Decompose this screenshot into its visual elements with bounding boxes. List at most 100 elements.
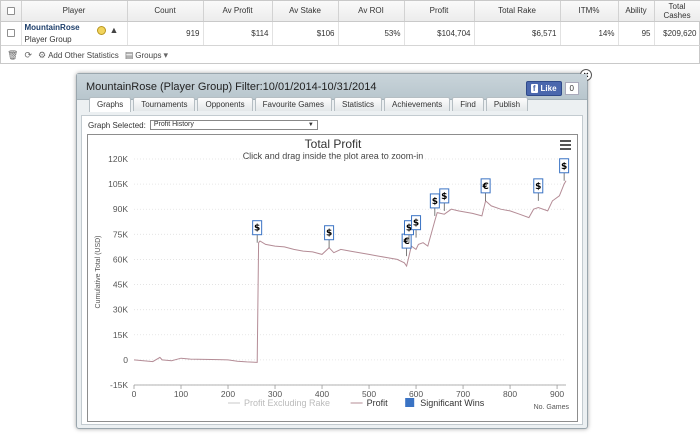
tab-favourite-games[interactable]: Favourite Games [254,97,332,111]
settings-icon: ⚙ [37,49,47,60]
cell-itm: 14% [560,21,619,46]
x-tick-label: 300 [268,389,282,399]
tab-graphs[interactable]: Graphs [89,97,132,112]
significant-win-symbol: € [481,182,488,192]
groups-dropdown-button[interactable]: ▤ Groups ▾ [125,50,168,61]
tab-publish[interactable]: Publish [485,97,529,111]
significant-win-flag [559,158,570,174]
add-other-statistics-label: Add Other Statistics [48,50,119,60]
y-tick-label: 75K [113,229,128,239]
player-graph-dialog: × MountainRose (Player Group) Filter:10/… [76,69,592,429]
x-tick-label: 600 [409,389,423,399]
chart-menu-icon[interactable] [560,140,571,150]
column-header-count[interactable]: Count [127,1,204,22]
x-tick-label: 100 [174,389,188,399]
trash-icon[interactable]: 🗑 [7,49,19,60]
x-tick-label: 900 [550,389,564,399]
y-tick-label: 90K [113,204,128,214]
graph-select-value: Profit History [153,121,194,128]
graph-selected-label: Graph Selected: [88,120,146,130]
significant-win-symbol: $ [432,197,438,207]
player-name-link[interactable]: MountainRose [24,22,80,32]
column-header-av-profit[interactable]: Av Profit [203,1,273,22]
cell-profit: $104,704 [404,21,475,46]
x-tick-label: 500 [362,389,376,399]
cell-av-profit: $114 [203,21,273,46]
shark-icon: ▲ [109,24,119,35]
legend-swatch [405,398,415,407]
cell-av-stake: $106 [272,21,339,46]
legend-entry[interactable]: Profit Excluding Rake [244,398,330,408]
stats-table-panel: Player Count Av Profit Av Stake Av ROI P… [0,0,700,64]
tab-achievements[interactable]: Achievements [384,97,451,111]
groups-icon: ▤ [124,49,134,60]
y-tick-label: 105K [108,179,128,189]
significant-win-symbol: $ [413,219,419,229]
x-tick-label: 400 [315,389,329,399]
significant-win-flag [533,178,544,194]
legend-entry[interactable]: Significant Wins [420,398,485,408]
facebook-like-button[interactable]: f Like [525,81,562,96]
column-header-av-stake[interactable]: Av Stake [272,1,339,22]
cell-av-roi: 53% [338,21,405,46]
refresh-icon[interactable]: ⟳ [24,49,32,60]
groups-label: Groups [135,50,162,60]
significant-win-flag [480,178,491,194]
select-all-checkbox[interactable] [1,1,22,22]
stats-table: Player Count Av Profit Av Stake Av ROI P… [1,1,700,46]
dialog-header: MountainRose (Player Group) Filter:10/01… [77,74,587,112]
column-header-player[interactable]: Player [21,1,128,22]
dialog-title: MountainRose (Player Group) Filter:10/01… [86,81,377,93]
significant-win-symbol: $ [254,224,260,234]
tab-find[interactable]: Find [452,97,484,111]
ability-star-icon [96,25,106,35]
significant-win-symbol: € [403,237,410,247]
cell-total-rake: $6,571 [474,21,561,46]
graph-select-dropdown[interactable]: Profit History ▼ [149,120,318,130]
significant-win-symbol: $ [406,224,412,234]
significant-win-flag [439,188,450,204]
graphs-panel: Graph Selected: Profit History ▼ Total P… [81,115,583,425]
tab-tournaments[interactable]: Tournaments [133,97,196,111]
significant-win-symbol: $ [535,182,541,192]
chart-subtitle: Click and drag inside the plot area to z… [243,151,424,161]
y-tick-label: -15K [110,380,128,390]
column-header-ability[interactable]: Ability [618,1,655,22]
y-tick-label: 60K [113,254,128,264]
column-header-total-cashes[interactable]: Total Cashes [654,1,700,22]
row-checkbox[interactable] [1,21,22,46]
column-header-itm[interactable]: ITM% [560,1,619,22]
table-row[interactable]: MountainRose Player Group ▲ 919 $114 $10… [1,21,700,46]
column-header-av-roi[interactable]: Av ROI [338,1,405,22]
table-toolbar: 🗑 ⟳ ⚙ Add Other Statistics ▤ Groups ▾ [1,46,700,64]
series-line-profit [133,180,567,363]
y-tick-label: 45K [113,280,128,290]
x-tick-label: 200 [221,389,235,399]
significant-win-symbol: $ [441,192,447,202]
y-axis-label: Cumulative Total (USD) [95,235,102,308]
add-other-statistics-button[interactable]: ⚙ Add Other Statistics [38,50,119,61]
player-cell[interactable]: MountainRose Player Group ▲ [21,21,128,46]
significant-win-flag [324,225,335,241]
column-header-profit[interactable]: Profit [404,1,475,22]
profit-chart[interactable]: Total Profit Click and drag inside the pl… [87,134,578,422]
cell-total-cashes: $209,620 [654,21,700,46]
x-tick-label: 0 [132,389,137,399]
x-axis-label: No. Games [534,404,570,411]
table-header-row: Player Count Av Profit Av Stake Av ROI P… [1,1,700,22]
legend-entry[interactable]: Profit [367,398,389,408]
player-sub-label: Player Group [24,34,72,44]
y-tick-label: 30K [113,305,128,315]
chevron-down-icon: ▾ [163,49,169,60]
tab-opponents[interactable]: Opponents [197,97,253,111]
y-tick-label: 15K [113,330,128,340]
tab-statistics[interactable]: Statistics [333,97,382,111]
significant-win-flag [411,215,422,231]
facebook-icon: f [530,84,538,93]
significant-win-symbol: $ [561,162,567,172]
column-header-total-rake[interactable]: Total Rake [474,1,561,22]
y-tick-label: 120K [108,154,128,164]
chevron-down-icon: ▼ [307,122,314,128]
cell-count: 919 [127,21,204,46]
